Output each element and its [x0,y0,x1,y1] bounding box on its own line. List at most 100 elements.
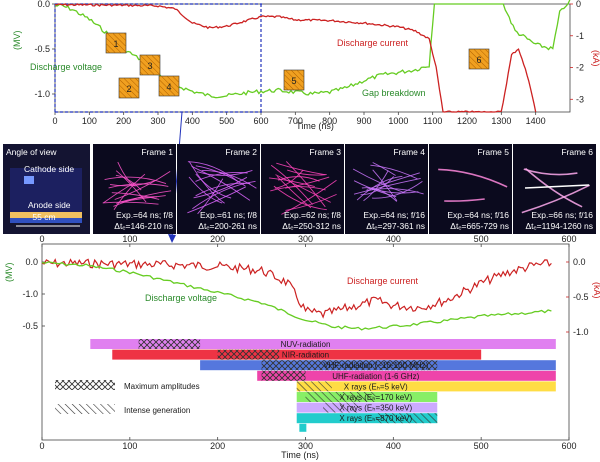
svg-text:1: 1 [113,39,118,49]
legend-intense-label: Intense generation [124,406,190,415]
svg-text:3: 3 [147,61,152,71]
radiation-bar-hatch [375,413,438,424]
top-xtick-label: 100 [82,116,97,126]
bottom-xtick-label: 600 [561,441,576,451]
radiation-bar-fill [296,402,438,413]
bottom-xtick-label: 0 [39,441,44,451]
radiation-bar-1: NUV-radiation [90,339,556,349]
bottom-xtick-top-label: 300 [298,234,313,244]
view-cathode-label: Cathode side [24,164,74,174]
bottom-ytick-left-label: -0.5 [22,321,38,331]
radiation-bar-3: VHF-radiation (~10-100 MHz) [200,360,556,371]
frame-interval: Δtₑ=665-729 ns [450,221,509,231]
bottom-xtick-top-label: 200 [210,234,225,244]
radiation-bar-label: NIR-radiation [282,351,329,360]
radiation-bar-label: X rays (Eₕ=350 keV) [339,404,412,413]
bottom-ytick-right-label: -0.5 [573,292,589,302]
top-xtick-label: 0 [52,116,57,126]
radiation-bar-5: X rays (Eₕ=5 keV) [296,381,556,392]
frame-marker-2: 2 [118,77,140,99]
legend-max-amplitudes: Maximum amplitudes [55,380,200,391]
top-ytick-right-label: -3 [576,94,584,104]
bottom-xtick-label: 200 [210,441,225,451]
svg-text:5: 5 [291,76,296,86]
bottom-xtick-top-label: 100 [122,234,137,244]
radiation-bar-hatch [261,370,306,381]
frames-strip: Angle of view Cathode side Anode side 55… [3,144,596,234]
top-xtick-label: 1400 [526,116,546,126]
radiation-bar-label: VHF-radiation (~10-100 MHz) [323,361,428,370]
frame-interval: Δtₑ=1194-1260 ns [525,221,593,231]
frame-marker-4: 4 [158,75,180,97]
frame-exposure: Exp.=64 ns; f/16 [363,210,425,220]
top-chart: 0 100 200 300 400 500 600 700 800 900 1000 1100 1200… [12,0,600,243]
radiation-bar-hatch [296,381,332,392]
top-ytick-right-label: -2 [576,63,584,73]
bottom-ytick-left-label: -1.0 [22,289,38,299]
top-ytick-right-label: 0 [576,0,581,9]
bottom-annotation-current: Discharge current [347,276,419,286]
top-ylabel-right: (kA) [591,50,600,67]
top-xtick-label: 1300 [491,116,511,126]
bottom-ylabel-left: (MV) [4,263,14,283]
radiation-bar-hatch [261,360,438,371]
radiation-bar-fill [257,370,556,381]
radiation-bar-label: X rays (Eₕ=870 keV) [339,414,412,423]
bottom-xtick-top-label: 0 [39,234,44,244]
frame-exposure: Exp.=66 ns; f/16 [531,210,593,220]
radiation-bar-label: X rays (Eₕ=5 keV) [344,382,408,391]
frame-interval: Δtₑ=297-361 ns [366,221,425,231]
top-current-line [54,3,537,113]
top-xtick-label: 300 [150,116,165,126]
legend-max-label: Maximum amplitudes [124,382,200,391]
radiation-bar-hatch [305,392,376,402]
view-title: Angle of view [6,147,57,157]
bottom-voltage-line [41,261,552,331]
bottom-current-line [41,258,552,319]
frame-title: Frame 5 [477,147,509,157]
top-xtick-label: 500 [219,116,234,126]
legend-intense-generation: Intense generation [55,404,190,415]
radiation-bar-fill [296,381,556,392]
view-scale-label: 55 cm [32,212,55,222]
radiation-bar-hatch [323,402,359,413]
radiation-bar-7: X rays (Eₕ=350 keV) [296,402,438,413]
frame-marker-3: 3 [139,54,161,76]
radiation-bar-fill [296,413,438,424]
radiation-bar-2: NIR-radiation [112,349,482,360]
radiation-bar-hatch [138,339,201,349]
bottom-ytick-right-label: 0.0 [573,257,586,267]
top-ylabel-left: (MV) [12,31,22,51]
svg-text:4: 4 [166,82,171,92]
xray-870-onset-mark [299,423,307,432]
radiation-bar-label: NUV-radiation [281,340,331,349]
radiation-bar-label: X rays (Eₕ=170 keV) [339,393,412,402]
bottom-xtick-top-label: 500 [474,234,489,244]
bottom-xtick-label: 300 [298,441,313,451]
frame-marker-1: 1 [105,32,127,54]
top-annotation-voltage: Discharge voltage [30,62,102,72]
top-ytick-left-label: -0.5 [34,44,50,54]
bottom-ytick-right-label: -1.0 [573,327,589,337]
bottom-xlabel: Time (ns) [281,450,319,460]
radiation-bar-fill [90,339,556,349]
frame-interval: Δtₑ=250-312 ns [282,221,341,231]
top-ytick-left-label: -1.0 [34,89,50,99]
frame-title: Frame 3 [309,147,341,157]
view-anode-label: Anode side [28,200,71,210]
top-xtick-label: 1100 [423,116,442,126]
radiation-bar-hatch [217,349,280,360]
frame-marker-5: 5 [283,69,305,91]
bottom-xtick-label: 400 [386,441,401,451]
frame-exposure: Exp.=62 ns; f/8 [284,210,341,220]
frame-title: Frame 6 [561,147,593,157]
bottom-chart: 0 100 200 300 400 500 600 0 100 200 300 400 500 600 … [4,234,600,460]
top-xtick-label: 700 [288,116,303,126]
top-annotation-current: Discharge current [337,38,409,48]
top-xtick-label: 200 [116,116,131,126]
